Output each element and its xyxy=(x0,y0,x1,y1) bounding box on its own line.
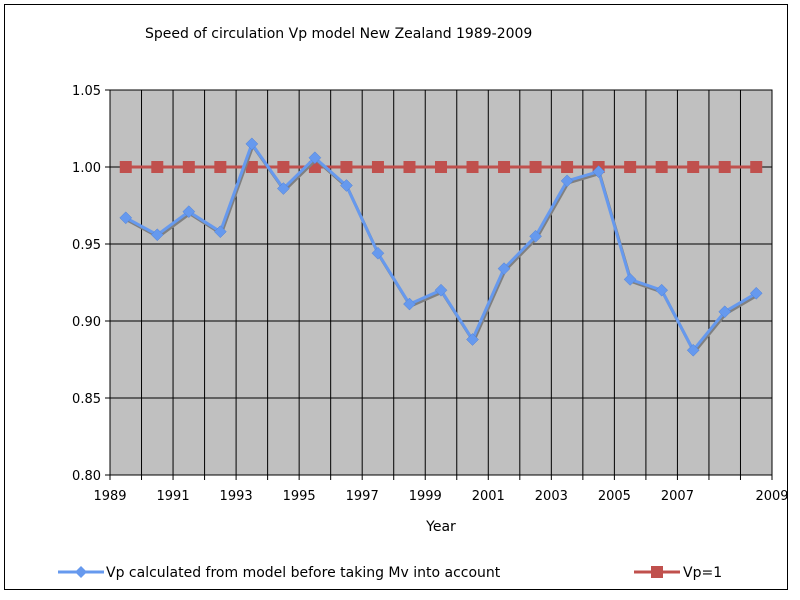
y-tick-label: 0.95 xyxy=(72,238,101,253)
data-point xyxy=(150,228,164,242)
data-point xyxy=(655,283,669,297)
data-point xyxy=(277,182,290,195)
data-point xyxy=(529,161,542,173)
data-point xyxy=(592,165,605,178)
data-point xyxy=(466,161,479,173)
data-point xyxy=(340,179,353,192)
x-tick-label: 2001 xyxy=(472,489,505,504)
legend-label: Vp calculated from model before taking M… xyxy=(106,565,501,581)
x-tick-label: 1991 xyxy=(157,489,190,504)
data-point xyxy=(686,343,700,357)
data-point xyxy=(434,283,448,297)
data-point xyxy=(371,246,385,260)
data-point xyxy=(561,161,574,173)
y-tick-label: 0.80 xyxy=(72,469,101,484)
legend-marker xyxy=(75,566,87,578)
data-point xyxy=(466,333,479,346)
x-tick-label: 1999 xyxy=(409,489,442,504)
x-tick-label: 1997 xyxy=(346,489,379,504)
data-point xyxy=(435,161,447,173)
data-point xyxy=(687,161,700,173)
data-point xyxy=(182,161,195,173)
data-point xyxy=(214,161,227,173)
y-tick-label: 0.90 xyxy=(72,315,101,330)
data-point xyxy=(749,286,763,300)
series-vp-equals-1 xyxy=(119,161,763,173)
y-tick-label: 1.00 xyxy=(72,161,101,176)
legend-label: Vp=1 xyxy=(683,565,722,581)
x-tick-label: 2009 xyxy=(755,489,788,504)
data-point xyxy=(340,161,353,173)
data-point xyxy=(308,151,322,165)
data-point xyxy=(718,161,731,173)
data-point xyxy=(182,205,196,219)
x-tick-label: 2005 xyxy=(598,489,631,504)
data-point xyxy=(151,161,164,173)
data-point xyxy=(119,161,132,173)
y-tick-label: 1.05 xyxy=(72,84,101,99)
data-point xyxy=(245,137,259,151)
series-vp-calculated xyxy=(119,137,763,357)
data-point xyxy=(560,174,574,188)
data-point xyxy=(213,225,227,239)
data-point xyxy=(498,161,511,173)
data-point xyxy=(245,161,258,173)
data-point xyxy=(277,161,290,173)
data-point xyxy=(529,229,542,243)
x-tick-label: 1993 xyxy=(220,489,253,504)
data-point xyxy=(403,161,416,173)
x-tick-label: 2003 xyxy=(535,489,568,504)
y-tick-label: 0.85 xyxy=(72,392,101,407)
data-point xyxy=(371,161,384,173)
data-point xyxy=(623,273,637,286)
x-tick-label: 2007 xyxy=(661,489,694,504)
plot-area xyxy=(109,89,773,476)
data-point xyxy=(718,305,732,319)
x-tick-label: 1995 xyxy=(283,489,316,504)
x-tick-label: 1989 xyxy=(93,489,126,504)
data-point xyxy=(655,161,668,173)
chart-title: Speed of circulation Vp model New Zealan… xyxy=(145,26,532,42)
data-point xyxy=(750,161,763,173)
legend-marker xyxy=(651,566,663,578)
data-point xyxy=(403,297,416,311)
x-axis-title: Year xyxy=(425,519,456,535)
data-point xyxy=(119,211,133,225)
data-point xyxy=(624,161,637,173)
data-point xyxy=(497,262,511,275)
